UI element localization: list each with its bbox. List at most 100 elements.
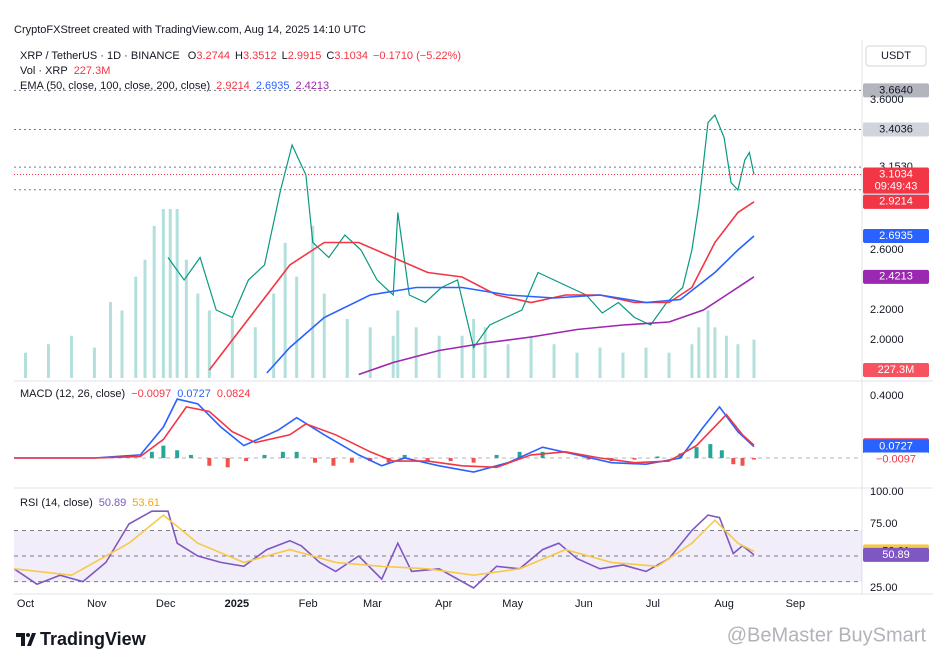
x-tick-label: Feb	[299, 598, 318, 610]
volume-bar	[230, 318, 234, 378]
macd-value: −0.0097	[131, 388, 171, 400]
series-line	[266, 235, 755, 374]
volume-bar	[120, 310, 124, 378]
histogram-bar	[161, 445, 166, 459]
histogram-bar	[349, 458, 354, 463]
volume-bar	[23, 352, 27, 378]
volume-bar	[667, 352, 671, 378]
volume-bar	[460, 335, 464, 378]
l: L	[282, 50, 288, 62]
volume-bar	[690, 344, 694, 378]
histogram-bar	[188, 454, 193, 459]
price-label-box	[863, 269, 929, 284]
y-tick-label: 0.4000	[870, 390, 904, 402]
price-label-box	[863, 194, 929, 209]
histogram-bar	[517, 451, 522, 459]
series-line	[167, 113, 755, 349]
histogram-bar	[678, 453, 683, 459]
volume: Vol · XRP	[20, 65, 68, 77]
volume-bar	[529, 335, 533, 378]
histogram-bar	[694, 447, 699, 459]
series-line	[14, 514, 755, 577]
volume-bar	[552, 344, 556, 378]
x-tick-label: Dec	[156, 598, 176, 610]
ema-value: 2.4213	[295, 80, 329, 92]
series-line	[14, 406, 755, 469]
legend-ema: EMA (50, close, 100, close, 200, close) 2…	[20, 80, 329, 92]
volume-bar	[621, 352, 625, 378]
rsi-pane: 100.00 75.00 25.00 53.61 50.89	[14, 486, 929, 594]
series-line	[208, 201, 755, 371]
y-tick-label: 75.00	[870, 518, 898, 530]
histogram-bar	[708, 444, 713, 459]
volume-bar	[706, 310, 710, 378]
volume-bar	[437, 335, 441, 378]
volume-bar	[134, 276, 138, 378]
x-tick-label: Nov	[87, 598, 107, 610]
histogram-bar	[244, 458, 249, 462]
volume-bar	[272, 293, 276, 378]
histogram-bar	[175, 450, 180, 459]
legend-volume: Vol · XRP 227.3M	[20, 65, 110, 77]
currency-box[interactable]	[865, 45, 927, 67]
histogram-bar	[471, 458, 476, 463]
volume-bar	[345, 318, 349, 378]
histogram-bar	[540, 451, 545, 459]
y-tick-label: 3.6000	[870, 94, 904, 106]
volume-bar	[161, 209, 165, 378]
histogram-bar	[586, 458, 591, 460]
c-value: 3.1034	[334, 50, 368, 62]
credit: CryptoFXStreet created with TradingView.…	[14, 24, 366, 36]
logo-dot	[26, 633, 30, 637]
h-value: 3.3512	[243, 50, 277, 62]
ema-value: 2.6935	[256, 80, 290, 92]
symbol: XRP / TetherUS · 1D · BINANCE	[20, 50, 180, 62]
macd-value: 0.0824	[217, 388, 251, 400]
histogram-bar	[207, 458, 212, 466]
watermark: @BeMaster BuySmart	[727, 624, 927, 646]
x-tick-label: Apr	[435, 598, 452, 610]
x-tick-label: Sep	[786, 598, 806, 610]
volume-bar	[175, 209, 179, 378]
volume-bar	[168, 209, 172, 378]
volume-bar	[483, 327, 487, 378]
price-label-box	[863, 167, 929, 194]
y-tick-label: 2.2000	[870, 304, 904, 316]
histogram-bar	[225, 458, 230, 468]
y-tick-label: 25.00	[870, 582, 898, 594]
macd-pane: 0.4000 0.0824 0.0727 −0.0097	[14, 390, 929, 473]
price-label-box	[863, 452, 929, 467]
currency[interactable]: USDT	[881, 50, 911, 62]
h: H	[235, 50, 243, 62]
volume-bar	[143, 259, 147, 378]
histogram-bar	[632, 458, 637, 460]
o-value: 3.2744	[196, 50, 230, 62]
l-value: 2.9915	[288, 50, 322, 62]
y-tick-label: 100.00	[870, 486, 904, 498]
histogram-bar	[731, 458, 736, 465]
price-label-box	[863, 122, 929, 137]
histogram-bar	[402, 454, 407, 459]
histogram-bar	[425, 458, 430, 462]
histogram-bar	[294, 451, 299, 459]
volume-value: 227.3M	[74, 65, 111, 77]
volume-bar	[391, 335, 395, 378]
volume-bar	[184, 259, 188, 378]
price-label: 227.3M	[878, 364, 915, 376]
volume-bar	[736, 344, 740, 378]
histogram-bar	[719, 450, 724, 459]
volume-bar	[46, 344, 50, 378]
volume-bar	[152, 225, 156, 378]
c: C	[326, 50, 334, 62]
volume-bar	[724, 335, 728, 378]
price-label: −0.0097	[876, 453, 916, 465]
histogram-bar	[751, 458, 756, 460]
volume-bar	[283, 242, 287, 378]
macd-value: 0.0727	[177, 388, 211, 400]
price-label: 3.6640	[879, 84, 913, 96]
o: O	[188, 50, 197, 62]
volume-bar	[295, 276, 299, 378]
volume-bar	[414, 327, 418, 378]
price-label-box	[863, 363, 929, 378]
